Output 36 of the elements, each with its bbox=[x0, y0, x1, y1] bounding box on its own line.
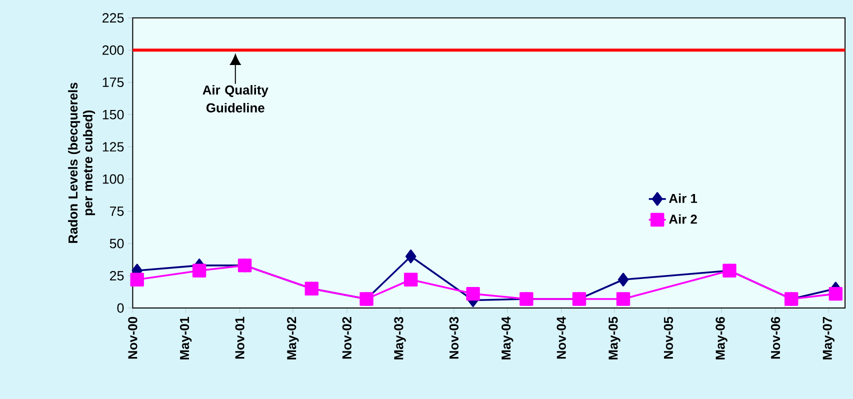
x-tick-label: May-05 bbox=[608, 316, 620, 360]
point bbox=[404, 272, 418, 286]
point bbox=[130, 272, 144, 286]
x-tick-label: Nov-05 bbox=[664, 316, 673, 358]
legend-label: Air 1 bbox=[669, 193, 698, 203]
point bbox=[466, 286, 480, 300]
x-tick-label: Nov-02 bbox=[342, 316, 352, 358]
annotation: Air Quality Guideline bbox=[202, 84, 268, 112]
x-tick-label: Nov-06 bbox=[770, 316, 780, 358]
x-tick-label: Nov-00 bbox=[128, 316, 138, 358]
y-tick-label: 50 bbox=[110, 238, 124, 248]
y-tick-label: 125 bbox=[102, 142, 124, 152]
x-tick-label: May-03 bbox=[394, 316, 406, 360]
y-tick-label: 150 bbox=[102, 110, 124, 120]
y-tick-label: 175 bbox=[102, 77, 124, 87]
point bbox=[405, 249, 416, 264]
x-tick-label: May-01 bbox=[180, 316, 192, 360]
y-tick-label: 200 bbox=[102, 45, 124, 55]
x-tick-label: May-04 bbox=[502, 316, 514, 360]
legend-label: Air 2 bbox=[669, 214, 697, 224]
x-tick-label: May-02 bbox=[287, 316, 299, 360]
x-tick-label: Nov-04 bbox=[556, 316, 566, 358]
y-axis-title: Radon Levels (becquerels per metre cubed) bbox=[68, 82, 96, 243]
point bbox=[616, 292, 630, 306]
y-tick-label: 75 bbox=[110, 206, 124, 216]
x-tick-label: Nov-01 bbox=[235, 316, 244, 358]
point bbox=[618, 272, 629, 286]
y-tick-label: 225 bbox=[102, 12, 124, 22]
y-tick-label: 0 bbox=[117, 303, 124, 313]
y-tick-label: 100 bbox=[102, 174, 124, 184]
y-tick-label: 25 bbox=[110, 270, 124, 280]
point bbox=[192, 264, 206, 278]
point bbox=[828, 286, 843, 300]
x-tick-label: May-07 bbox=[822, 316, 834, 360]
x-tick-label: May-06 bbox=[716, 316, 728, 360]
x-tick-label: Nov-03 bbox=[449, 316, 459, 358]
